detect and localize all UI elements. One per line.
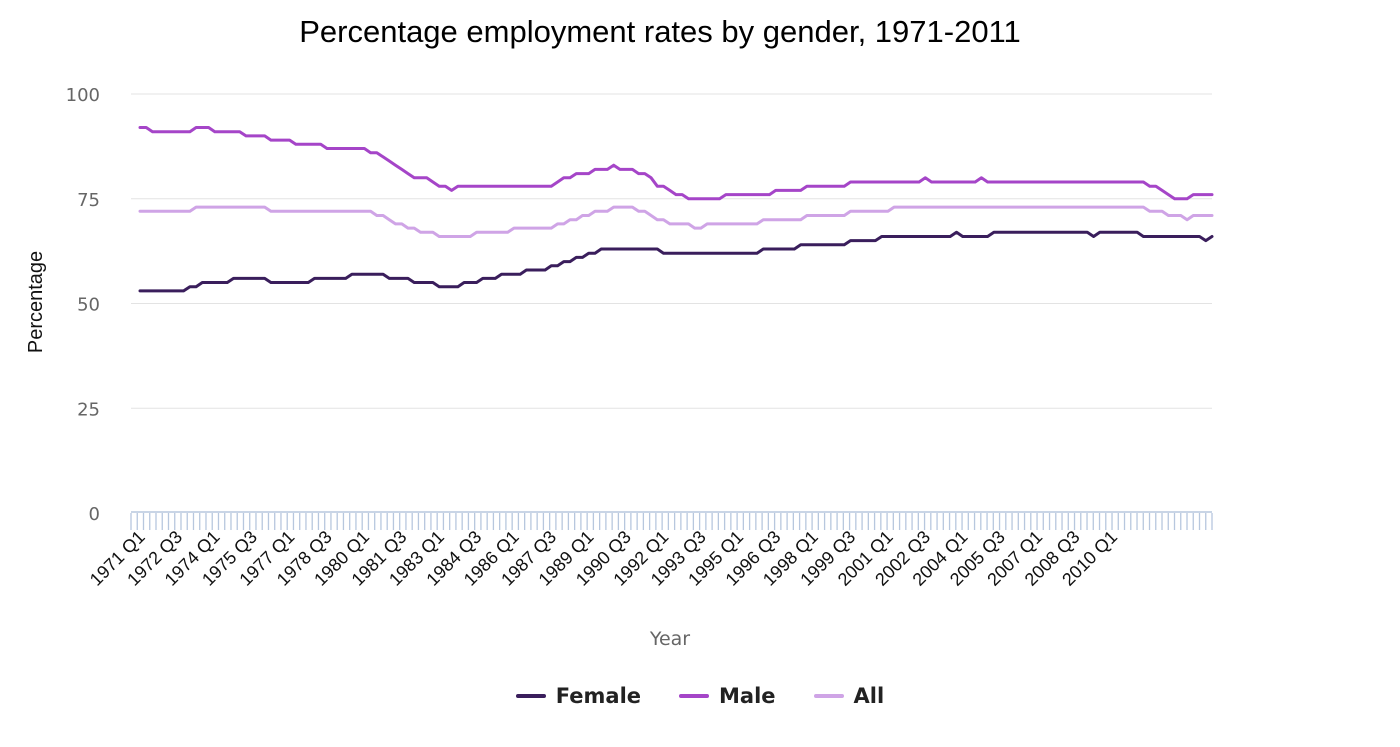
legend-swatch-male (679, 694, 710, 698)
y-axis-label: Percentage (25, 251, 47, 353)
legend-swatch-female (515, 694, 546, 698)
y-tick-label: 50 (77, 295, 100, 316)
legend-label-all: All (853, 684, 885, 708)
chart-title: Percentage employment rates by gender, 1… (299, 14, 1021, 49)
x-axis-label: Year (649, 628, 690, 650)
x-tick-marks (130, 511, 1213, 530)
legend-item-female[interactable]: Female (515, 684, 642, 708)
legend: Female Male All (0, 684, 1400, 708)
legend-label-male: Male (719, 684, 776, 708)
legend-item-all[interactable]: All (813, 684, 885, 708)
legend-item-male[interactable]: Male (679, 684, 776, 708)
series-line-male[interactable] (138, 126, 1214, 201)
y-tick-labels: 0 25 50 75 100 (66, 85, 100, 525)
y-tick-label: 75 (77, 190, 100, 211)
series-lines (138, 126, 1214, 293)
legend-swatch-all (813, 694, 844, 698)
series-line-female[interactable] (138, 230, 1214, 293)
y-tick-label: 0 (89, 504, 100, 525)
grid-lines (131, 93, 1212, 409)
y-tick-label: 25 (77, 399, 100, 420)
y-tick-label: 100 (66, 85, 100, 106)
legend-label-female: Female (555, 684, 642, 708)
series-line-all[interactable] (138, 205, 1214, 238)
